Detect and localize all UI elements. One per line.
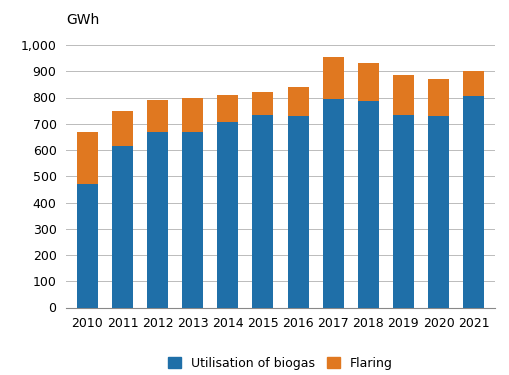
Bar	[77, 184, 98, 308]
Bar	[392, 75, 413, 115]
Bar	[287, 116, 308, 308]
Bar	[252, 92, 273, 115]
Bar	[112, 111, 133, 146]
Bar	[252, 115, 273, 308]
Bar	[322, 99, 343, 308]
Bar	[112, 146, 133, 308]
Legend: Utilisation of biogas, Flaring: Utilisation of biogas, Flaring	[163, 352, 397, 375]
Bar	[462, 71, 483, 96]
Bar	[462, 96, 483, 308]
Bar	[182, 132, 203, 308]
Bar	[427, 116, 448, 308]
Bar	[287, 87, 308, 116]
Bar	[147, 100, 168, 132]
Bar	[427, 79, 448, 116]
Bar	[147, 132, 168, 308]
Bar	[357, 63, 378, 102]
Bar	[322, 57, 343, 99]
Text: GWh: GWh	[66, 13, 99, 27]
Bar	[217, 95, 238, 122]
Bar	[182, 98, 203, 132]
Bar	[357, 102, 378, 308]
Bar	[392, 115, 413, 308]
Bar	[77, 132, 98, 184]
Bar	[217, 122, 238, 308]
